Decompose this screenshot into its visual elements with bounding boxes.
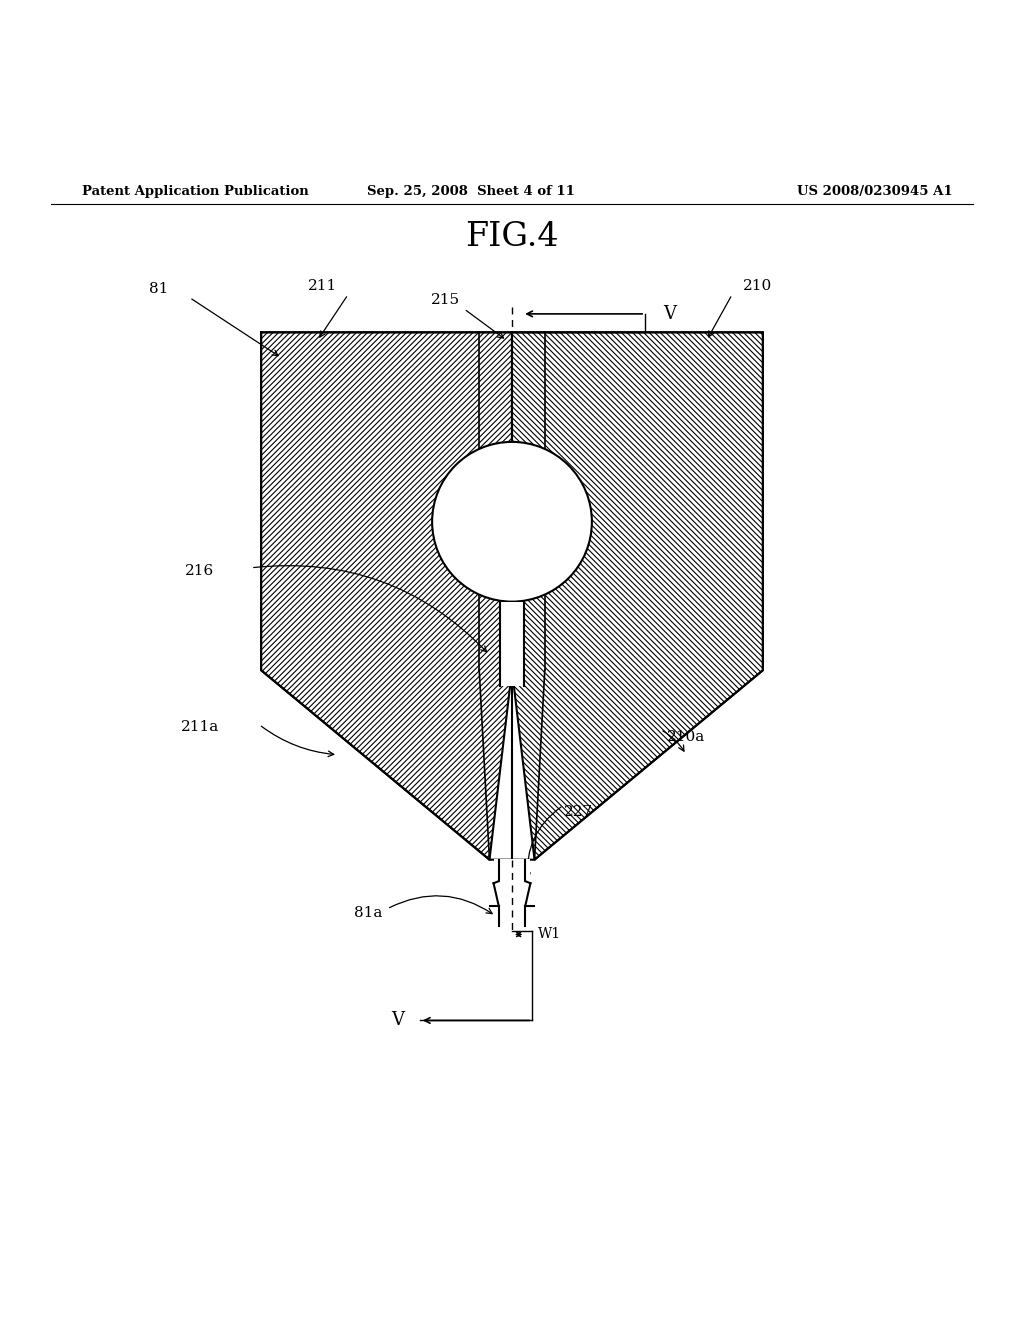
Text: 227: 227 (564, 805, 593, 818)
Text: 81a: 81a (354, 906, 383, 920)
Text: V: V (391, 1011, 404, 1030)
Text: 210: 210 (743, 280, 772, 293)
Text: 215: 215 (431, 293, 460, 306)
Text: 211: 211 (308, 280, 337, 293)
Text: Patent Application Publication: Patent Application Publication (82, 185, 308, 198)
Text: W1: W1 (538, 928, 561, 941)
Text: Sep. 25, 2008  Sheet 4 of 11: Sep. 25, 2008 Sheet 4 of 11 (367, 185, 575, 198)
Circle shape (432, 442, 592, 602)
Bar (494, 858, 530, 907)
Text: 81: 81 (150, 282, 168, 296)
Bar (500, 602, 524, 685)
Polygon shape (261, 333, 512, 859)
Text: 216: 216 (185, 564, 214, 578)
Text: FIG.4: FIG.4 (465, 220, 559, 253)
Polygon shape (512, 333, 763, 859)
Circle shape (434, 444, 590, 599)
Text: US 2008/0230945 A1: US 2008/0230945 A1 (797, 185, 952, 198)
Text: V: V (664, 305, 677, 323)
Text: 211a: 211a (180, 719, 219, 734)
Bar (499, 859, 525, 906)
Text: 210a: 210a (667, 730, 706, 743)
